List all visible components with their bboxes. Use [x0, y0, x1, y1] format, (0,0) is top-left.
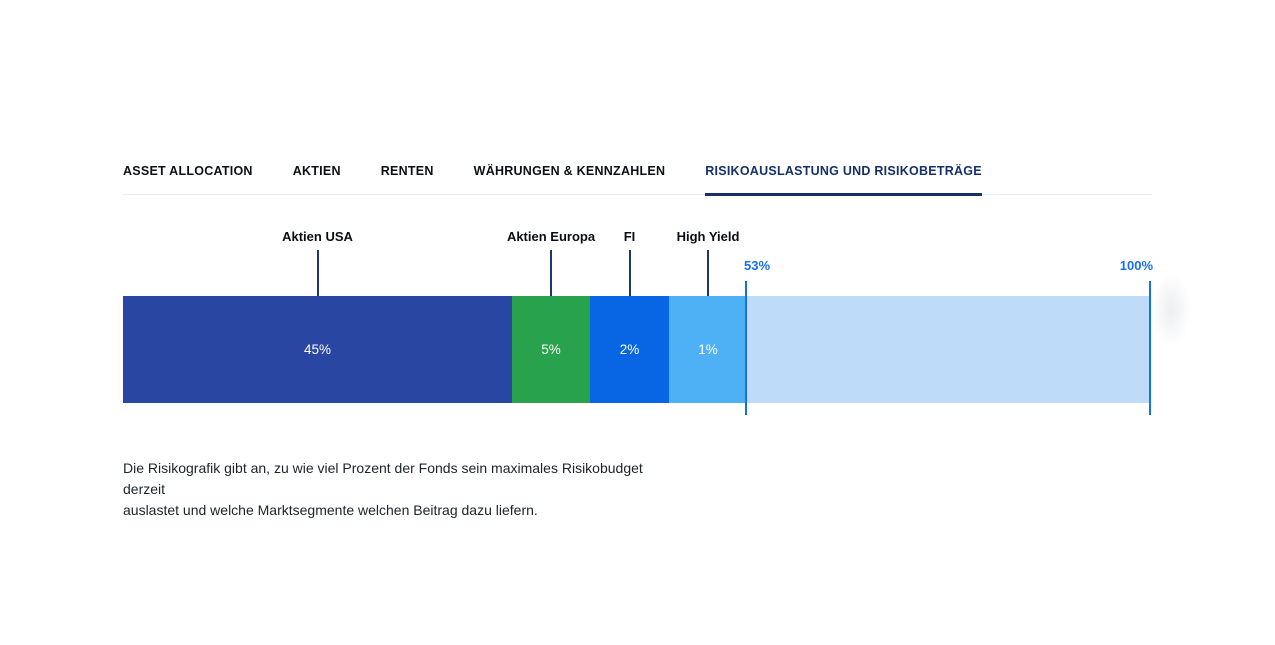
tab-risikoauslastung-und-risikobetr-ge[interactable]: RISIKOAUSLASTUNG UND RISIKOBETRÄGE — [705, 164, 982, 196]
segment-tick-line — [628, 250, 631, 296]
segment-name-label: Aktien Europa — [506, 229, 596, 244]
tab-asset-allocation[interactable]: ASSET ALLOCATION — [123, 164, 253, 178]
bar-segment-high-yield: 1% — [669, 296, 747, 403]
utilization-marker-label: 53% — [744, 258, 771, 273]
bar-segment-fi: 2% — [590, 296, 669, 403]
risk-bar: 45% 5% 2% 1% — [123, 296, 1151, 403]
bar-segment-remaining-budget — [747, 296, 1151, 403]
segment-value-label: 1% — [698, 342, 718, 357]
budget-max-marker-line — [1149, 281, 1151, 415]
segment-name-label: FI — [623, 229, 636, 244]
segment-name-label: Aktien USA — [282, 229, 353, 244]
tab-renten[interactable]: RENTEN — [380, 164, 434, 178]
segment-name-label: High Yield — [676, 229, 740, 244]
chart-description: Die Risikografik gibt an, zu wie viel Pr… — [123, 458, 683, 521]
segment-tick-line — [550, 250, 552, 296]
segment-value-label: 2% — [619, 342, 640, 357]
description-line-1: Die Risikografik gibt an, zu wie viel Pr… — [123, 460, 643, 497]
segment-value-label: 5% — [541, 342, 561, 357]
description-line-2: auslastet und welche Marktsegmente welch… — [123, 502, 538, 518]
utilization-marker-line — [745, 281, 747, 415]
tab-w-hrungen-kennzahlen[interactable]: WÄHRUNGEN & KENNZAHLEN — [473, 164, 666, 178]
segment-tick-line — [316, 250, 319, 296]
segment-tick-line — [707, 250, 709, 296]
bar-segment-aktien-usa: 45% — [123, 296, 512, 403]
edge-shadow-artifact — [1152, 262, 1202, 368]
tab-aktien[interactable]: AKTIEN — [292, 164, 341, 178]
segment-value-label: 45% — [303, 342, 332, 357]
budget-max-marker-label: 100% — [1119, 258, 1153, 273]
bar-segment-aktien-europa: 5% — [512, 296, 590, 403]
tab-bar: ASSET ALLOCATION AKTIEN RENTEN WÄHRUNGEN & … — [123, 164, 1152, 196]
